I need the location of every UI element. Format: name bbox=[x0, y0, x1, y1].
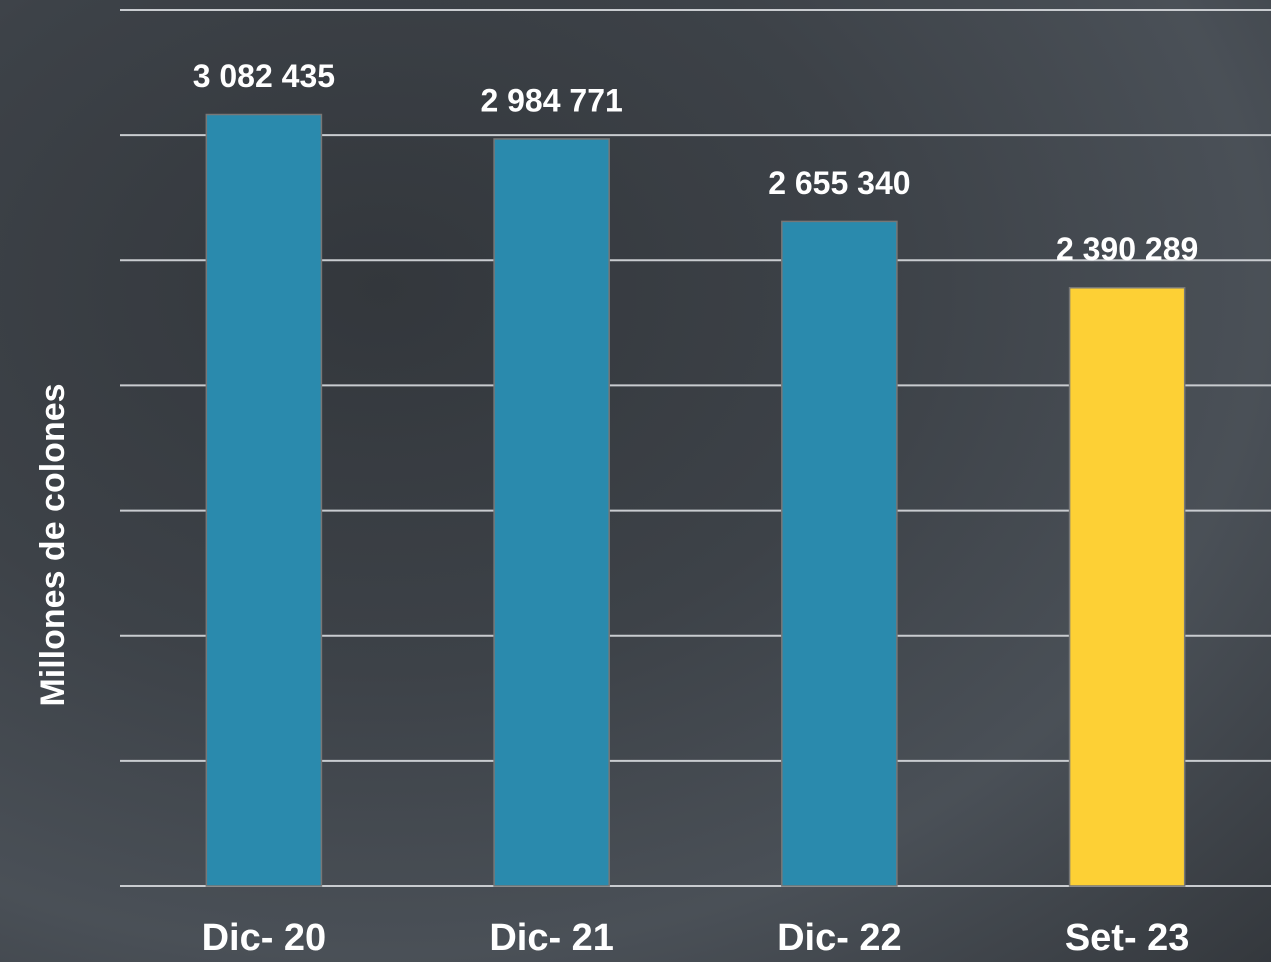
data-label: 3 082 435 bbox=[193, 58, 335, 94]
data-label: 2 390 289 bbox=[1056, 231, 1198, 267]
bar bbox=[205, 113, 323, 887]
y-axis-label: Millones de colones bbox=[34, 383, 72, 706]
bar bbox=[1068, 286, 1186, 887]
data-label: 2 655 340 bbox=[768, 165, 910, 201]
x-tick-label: Dic- 21 bbox=[489, 917, 614, 959]
x-tick-label: Set- 23 bbox=[1065, 917, 1190, 959]
bar bbox=[493, 138, 610, 887]
x-tick-label: Dic- 20 bbox=[202, 917, 327, 959]
x-tick-label: Dic- 22 bbox=[777, 917, 902, 959]
bar bbox=[781, 220, 898, 887]
data-label: 2 984 771 bbox=[480, 82, 622, 118]
